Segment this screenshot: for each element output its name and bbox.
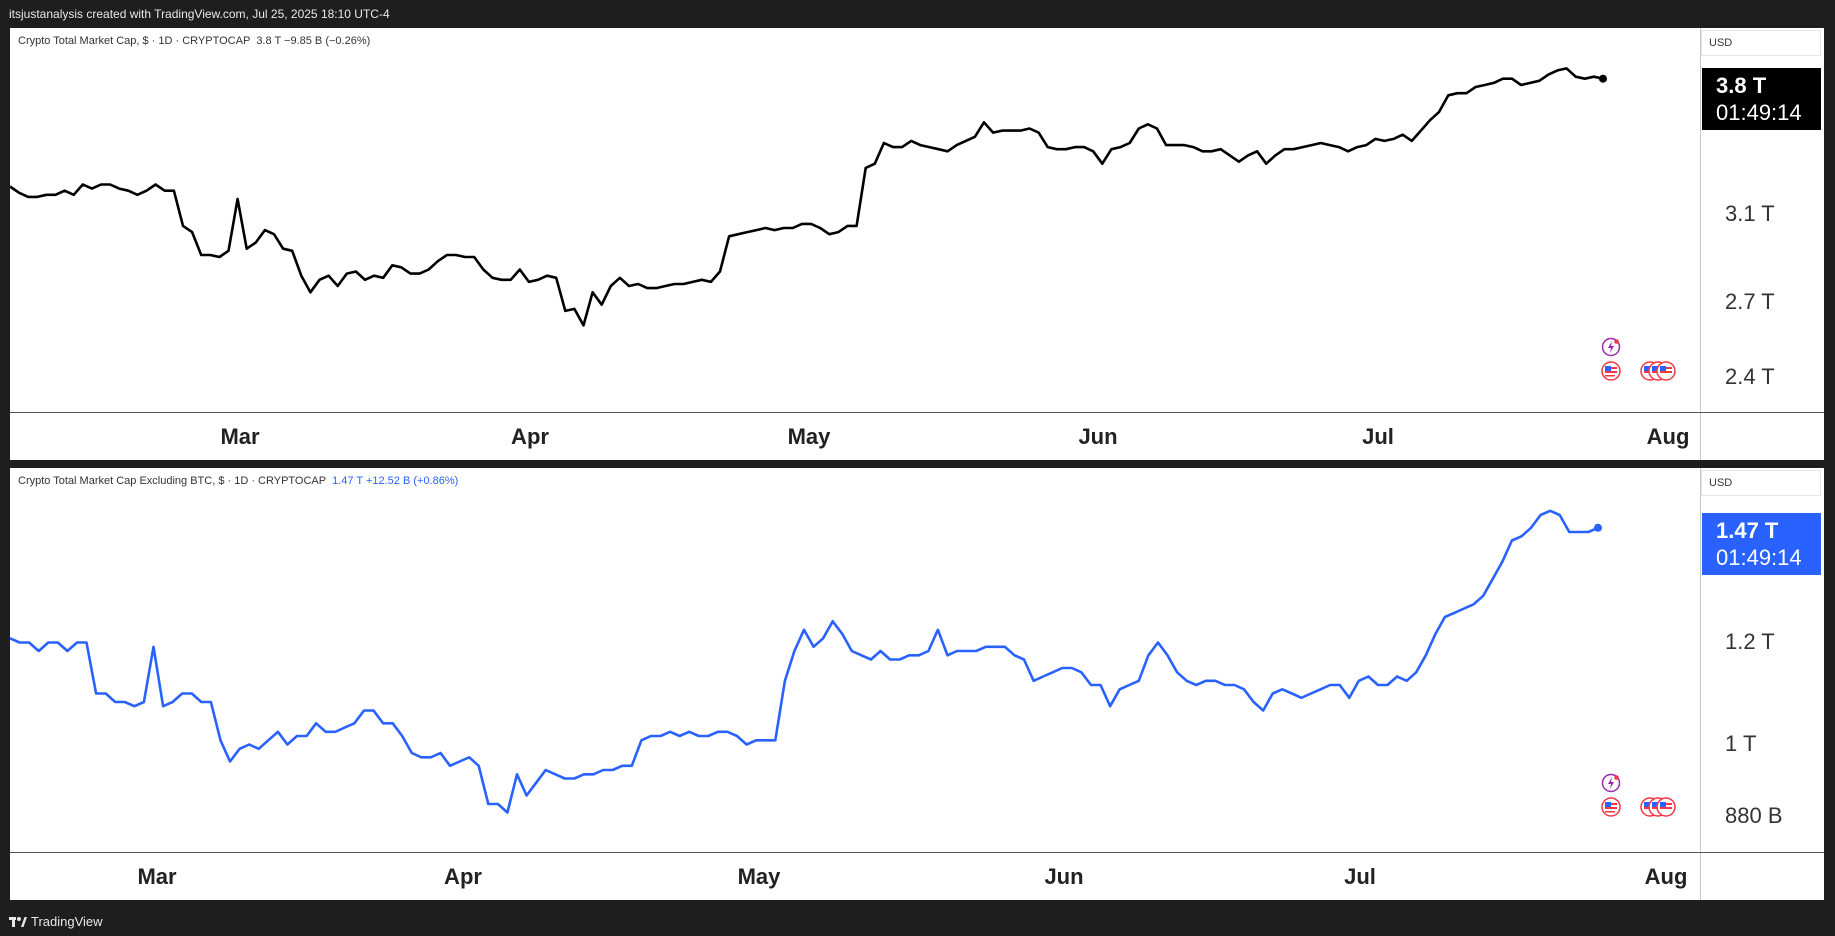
time-axis-border xyxy=(10,852,1824,853)
series-line xyxy=(10,509,1599,814)
month-label: Jul xyxy=(1344,864,1376,889)
time-axis[interactable]: Mar Apr May Jun Jul Aug xyxy=(10,413,1700,460)
currency-label: USD xyxy=(1709,37,1733,49)
last-price-tag: 3.8 T 01:49:14 xyxy=(1702,68,1821,130)
legend-symbol: Crypto Total Market Cap, $ · 1D · CRYPTO… xyxy=(18,35,251,47)
last-price: 3.8 T xyxy=(1716,73,1767,98)
footer-brand: TradingView xyxy=(31,914,103,929)
last-price: 1.47 T xyxy=(1716,518,1779,543)
time-axis[interactable]: Mar Apr May Jun Jul Aug xyxy=(10,853,1700,900)
tradingview-logo[interactable]: TradingView xyxy=(9,914,103,929)
tradingview-logo-icon xyxy=(9,916,27,927)
price-tick: 1.2 T xyxy=(1725,629,1775,654)
last-price-tag: 1.47 T 01:49:14 xyxy=(1702,513,1821,575)
month-label: Aug xyxy=(1644,864,1688,889)
month-label: Apr xyxy=(444,864,482,889)
month-label: May xyxy=(787,424,831,449)
price-line-chart xyxy=(10,67,1607,327)
last-point-dot xyxy=(1599,74,1607,83)
bar-countdown: 01:49:14 xyxy=(1716,545,1802,570)
time-axis-border xyxy=(10,412,1824,413)
plot-area[interactable] xyxy=(10,28,1700,412)
price-tick: 1 T xyxy=(1725,731,1757,756)
currency-box[interactable] xyxy=(1701,470,1821,496)
us-flag-icon[interactable] xyxy=(1656,361,1676,381)
us-flag-icon[interactable] xyxy=(1601,797,1621,817)
price-axis-border xyxy=(1700,468,1701,900)
flash-icon[interactable] xyxy=(1601,337,1621,357)
us-flag-icon[interactable] xyxy=(1601,361,1621,381)
flash-icon[interactable] xyxy=(1601,773,1621,793)
us-flag-icon[interactable] xyxy=(1656,797,1676,817)
price-axis-border xyxy=(1700,28,1701,460)
month-label: Apr xyxy=(511,424,549,449)
month-label: Jun xyxy=(1078,424,1118,449)
legend-symbol: Crypto Total Market Cap Excluding BTC, $… xyxy=(18,475,327,487)
price-tick: 880 B xyxy=(1725,803,1783,828)
month-label: Jul xyxy=(1362,424,1394,449)
series-legend: Crypto Total Market Cap Excluding BTC, $… xyxy=(18,475,458,487)
month-label: May xyxy=(737,864,781,889)
price-tick: 3.1 T xyxy=(1725,201,1775,226)
month-label: Mar xyxy=(220,424,260,449)
attribution-header: itsjustanalysis created with TradingView… xyxy=(0,0,1835,26)
series-line xyxy=(10,67,1604,327)
plot-area[interactable] xyxy=(10,468,1700,852)
last-point-dot xyxy=(1594,523,1602,532)
price-tick: 2.7 T xyxy=(1725,289,1775,314)
month-label: Jun xyxy=(1044,864,1084,889)
currency-label: USD xyxy=(1709,477,1733,489)
footer-bar: TradingView xyxy=(0,906,1835,936)
month-label: Mar xyxy=(137,864,177,889)
month-label: Aug xyxy=(1646,424,1690,449)
price-axis[interactable]: USD 3.8 T 01:49:14 3.1 T 2.7 T 2.4 T xyxy=(1701,28,1824,412)
bar-countdown: 01:49:14 xyxy=(1716,100,1802,125)
price-tick: 2.4 T xyxy=(1725,364,1775,389)
chart-panel-total-market-cap[interactable]: Crypto Total Market Cap, $ · 1D · CRYPTO… xyxy=(10,28,1824,460)
price-line-chart xyxy=(10,509,1602,814)
currency-box[interactable] xyxy=(1701,30,1821,56)
chart-panel-total-ex-btc[interactable]: Crypto Total Market Cap Excluding BTC, $… xyxy=(10,468,1824,900)
series-legend: Crypto Total Market Cap, $ · 1D · CRYPTO… xyxy=(18,35,370,47)
price-axis[interactable]: USD 1.47 T 01:49:14 1.2 T 1 T 880 B xyxy=(1701,468,1824,852)
legend-values: 1.47 T +12.52 B (+0.86%) xyxy=(332,475,459,487)
legend-values: 3.8 T −9.85 B (−0.26%) xyxy=(256,35,371,47)
